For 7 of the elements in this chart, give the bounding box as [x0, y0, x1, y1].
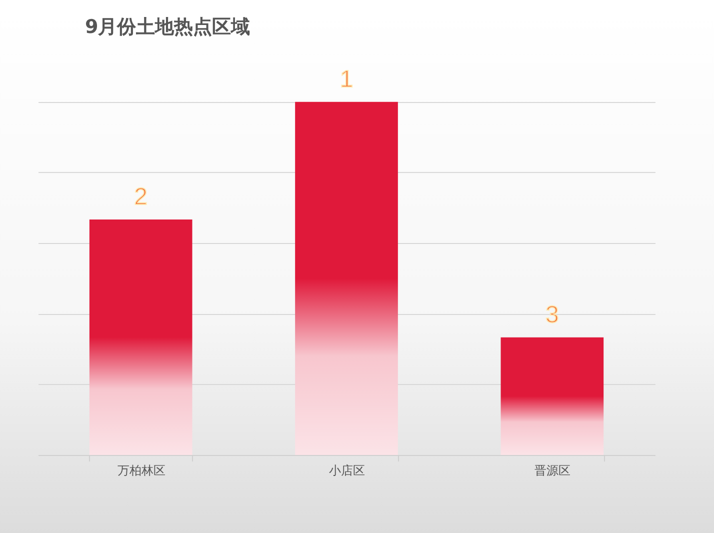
annotation: 3	[545, 301, 559, 328]
annotation: 1	[340, 66, 354, 93]
x-tick-label: 小店区	[329, 464, 365, 478]
x-tick-label: 万柏林区	[117, 464, 166, 478]
annotation: 2	[134, 183, 148, 210]
x-tick-label: 晋源区	[534, 464, 571, 478]
chart-title: 9月份土地热点区域	[85, 16, 250, 38]
